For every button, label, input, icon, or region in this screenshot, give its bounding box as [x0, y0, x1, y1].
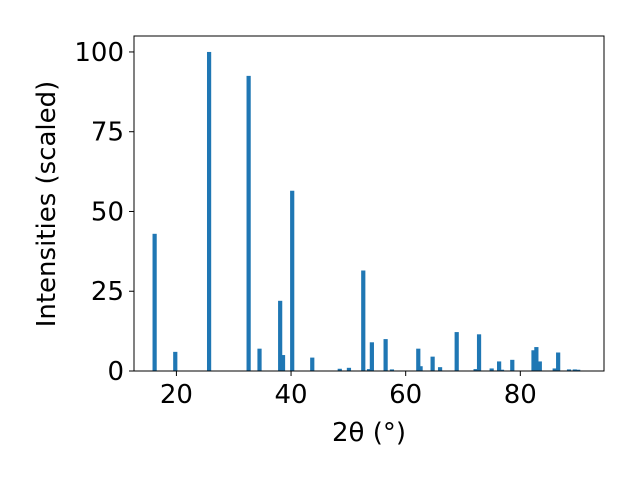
- bar: [206, 51, 212, 371]
- bar: [437, 367, 443, 371]
- bar: [278, 300, 283, 371]
- x-tick-label: 40: [275, 380, 308, 410]
- bar: [499, 369, 505, 371]
- x-tick-label: 60: [389, 380, 422, 410]
- bar: [576, 369, 581, 371]
- bar: [337, 368, 342, 371]
- bar: [572, 369, 577, 371]
- bar: [566, 369, 572, 371]
- bar: [361, 270, 366, 371]
- bar: [418, 366, 423, 371]
- bar: [556, 352, 561, 371]
- bar: [366, 369, 372, 371]
- bar: [389, 369, 395, 371]
- bar: [430, 356, 435, 371]
- y-tick-label: 50: [91, 197, 124, 227]
- bar: [346, 367, 352, 371]
- y-tick-label: 100: [74, 38, 124, 68]
- bar: [552, 368, 557, 371]
- bars-layer: [152, 51, 581, 371]
- bar: [497, 361, 502, 371]
- x-axis-ticks: 20 40 60 80: [160, 371, 537, 410]
- bar: [537, 361, 542, 371]
- bar: [510, 359, 515, 371]
- y-axis-ticks: 0 25 50 75 100: [74, 38, 134, 387]
- bar: [416, 348, 421, 371]
- bar: [473, 369, 478, 371]
- bar: [290, 190, 295, 371]
- bar: [257, 348, 262, 371]
- bar: [476, 334, 482, 371]
- bar: [246, 75, 251, 371]
- bar: [489, 368, 494, 371]
- plot-frame: [133, 35, 605, 372]
- bar: [173, 351, 178, 371]
- y-tick-label: 75: [91, 118, 124, 148]
- bar: [383, 339, 388, 371]
- y-tick-label: 25: [91, 277, 124, 307]
- bar: [454, 332, 459, 371]
- y-tick-label: 0: [107, 357, 124, 387]
- bar: [152, 233, 157, 371]
- bar: [280, 355, 286, 371]
- x-tick-label: 20: [160, 380, 193, 410]
- bar: [531, 350, 536, 371]
- bar: [369, 342, 374, 371]
- bar: [534, 347, 539, 371]
- x-axis-label: 2θ (°): [332, 418, 406, 448]
- bar: [310, 357, 315, 371]
- x-tick-label: 80: [504, 380, 537, 410]
- y-axis-label: Intensities (scaled): [32, 81, 62, 328]
